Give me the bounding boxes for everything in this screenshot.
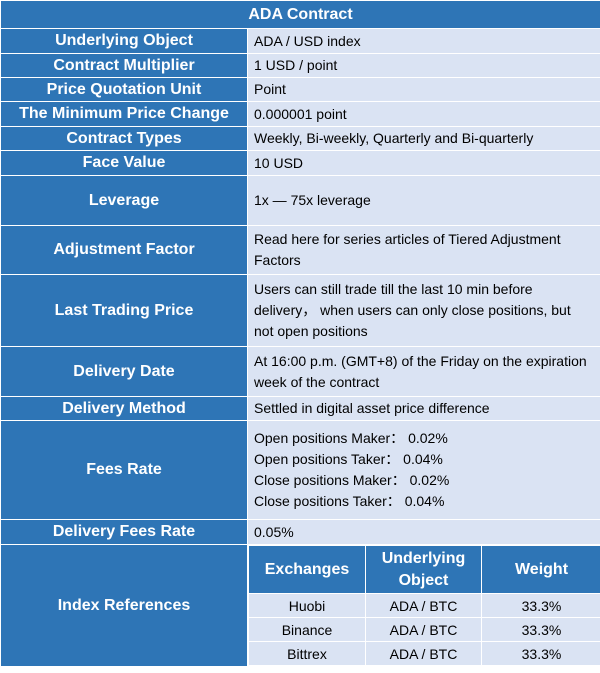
row-leverage: Leverage 1x — 75x leverage: [0, 175, 600, 226]
row-delivery-fees-rate: Delivery Fees Rate 0.05%: [0, 519, 600, 545]
value-leverage: 1x — 75x leverage: [246, 175, 600, 226]
header-weight: Weight: [481, 545, 600, 594]
row-last-trading-price: Last Trading Price Users can still trade…: [0, 274, 600, 347]
header-underlying-object: Underlying Object: [365, 545, 482, 594]
weight-cell: 33.3%: [481, 641, 600, 666]
value-contract-multiplier: 1 USD / point: [246, 53, 600, 78]
label-delivery-method: Delivery Method: [0, 396, 248, 421]
label-contract-multiplier: Contract Multiplier: [0, 53, 248, 78]
row-underlying-object: Underlying Object ADA / USD index: [0, 28, 600, 54]
row-delivery-method: Delivery Method Settled in digital asset…: [0, 396, 600, 421]
value-underlying-object: ADA / USD index: [246, 28, 600, 54]
row-delivery-date: Delivery Date At 16:00 p.m. (GMT+8) of t…: [0, 346, 600, 397]
value-last-trading-price: Users can still trade till the last 10 m…: [246, 274, 600, 347]
label-min-price-change: The Minimum Price Change: [0, 101, 248, 127]
fee-open-taker: Open positions Taker： 0.04%: [254, 451, 443, 467]
value-price-quotation-unit: Point: [246, 77, 600, 102]
label-delivery-date: Delivery Date: [0, 346, 248, 397]
label-adjustment-factor: Adjustment Factor: [0, 225, 248, 275]
label-leverage: Leverage: [0, 175, 248, 226]
value-face-value: 10 USD: [246, 150, 600, 176]
label-face-value: Face Value: [0, 150, 248, 176]
label-delivery-fees-rate: Delivery Fees Rate: [0, 519, 248, 545]
object-cell: ADA / BTC: [365, 593, 482, 618]
row-contract-multiplier: Contract Multiplier 1 USD / point: [0, 53, 600, 78]
object-cell: ADA / BTC: [365, 641, 482, 666]
header-exchanges: Exchanges: [248, 545, 366, 594]
label-fees-rate: Fees Rate: [0, 420, 248, 520]
row-min-price-change: The Minimum Price Change 0.000001 point: [0, 101, 600, 127]
value-fees-rate: Open positions Maker： 0.02% Open positio…: [246, 420, 600, 520]
object-cell: ADA / BTC: [365, 617, 482, 642]
row-contract-types: Contract Types Weekly, Bi-weekly, Quarte…: [0, 126, 600, 151]
value-adjustment-factor: Read here for series articles of Tiered …: [246, 225, 600, 275]
fee-close-taker: Close positions Taker： 0.04%: [254, 493, 445, 509]
value-contract-types: Weekly, Bi-weekly, Quarterly and Bi-quar…: [246, 126, 600, 151]
label-last-trading-price: Last Trading Price: [0, 274, 248, 347]
weight-cell: 33.3%: [481, 617, 600, 642]
table-row: Binance ADA / BTC 33.3%: [248, 617, 600, 642]
label-price-quotation-unit: Price Quotation Unit: [0, 77, 248, 102]
table-row: Huobi ADA / BTC 33.3%: [248, 593, 600, 618]
exchange-cell: Huobi: [248, 593, 366, 618]
index-references-table: Exchanges Underlying Object Weight Huobi…: [248, 545, 600, 666]
label-index-references: Index References: [0, 544, 248, 667]
label-underlying-object: Underlying Object: [0, 28, 248, 54]
fee-close-maker: Close positions Maker： 0.02%: [254, 472, 450, 488]
value-delivery-method: Settled in digital asset price differenc…: [246, 396, 600, 421]
value-min-price-change: 0.000001 point: [246, 101, 600, 127]
table-title: ADA Contract: [0, 0, 600, 29]
index-header-row: Exchanges Underlying Object Weight: [248, 545, 600, 594]
value-delivery-fees-rate: 0.05%: [246, 519, 600, 545]
exchange-cell: Binance: [248, 617, 366, 642]
weight-cell: 33.3%: [481, 593, 600, 618]
row-adjustment-factor: Adjustment Factor Read here for series a…: [0, 225, 600, 275]
label-contract-types: Contract Types: [0, 126, 248, 151]
row-fees-rate: Fees Rate Open positions Maker： 0.02% Op…: [0, 420, 600, 520]
row-index-references: Index References Exchanges Underlying Ob…: [0, 544, 600, 667]
value-delivery-date: At 16:00 p.m. (GMT+8) of the Friday on t…: [246, 346, 600, 397]
row-face-value: Face Value 10 USD: [0, 150, 600, 176]
fee-open-maker: Open positions Maker： 0.02%: [254, 430, 448, 446]
exchange-cell: Bittrex: [248, 641, 366, 666]
table-row: Bittrex ADA / BTC 33.3%: [248, 641, 600, 666]
row-price-quotation-unit: Price Quotation Unit Point: [0, 77, 600, 102]
